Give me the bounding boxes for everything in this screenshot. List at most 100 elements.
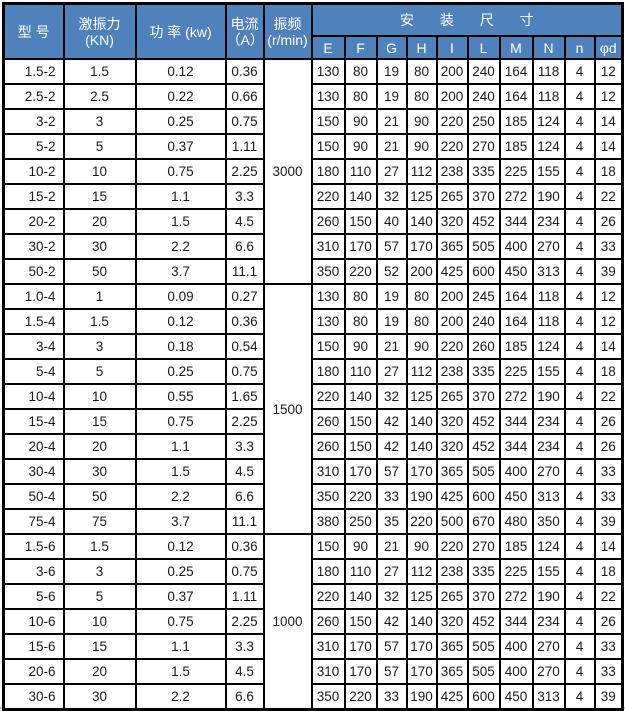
dim-cell: 90 (405, 133, 438, 160)
dim-cell: 42 (375, 608, 408, 635)
dim-cell: 4 (563, 308, 596, 335)
model-cell: 10-6 (2, 608, 65, 635)
spec-row: 2.5-2 2.5 0.22 0.66 130 80 19 80 200 240 164 118 4 12 (2, 83, 624, 110)
dim-cell: 425 (435, 483, 469, 510)
dim-cell: 313 (531, 258, 566, 285)
dim-cell: 130 (310, 308, 346, 335)
dim-cell: 272 (498, 583, 534, 610)
dim-cell: 140 (343, 183, 378, 210)
dim-cell: 150 (343, 408, 378, 435)
current-cell: 2.25 (224, 608, 265, 635)
force-cell: 5 (62, 583, 137, 610)
dim-cell: 270 (466, 533, 501, 560)
dim-cell: 265 (435, 583, 469, 610)
dim-cell: 370 (466, 583, 501, 610)
dim-cell: 350 (310, 258, 346, 285)
dim-cell: 14 (593, 533, 624, 560)
dim-cell: 450 (498, 683, 534, 711)
dim-cell: 12 (593, 83, 624, 110)
dim-cell: 4 (563, 583, 596, 610)
power-cell: 3.7 (134, 508, 227, 535)
power-cell: 0.75 (134, 158, 227, 185)
model-cell: 15-4 (2, 408, 65, 435)
col-header-model: 型 号 (2, 2, 65, 60)
dim-cell: 22 (593, 183, 624, 210)
dim-cell: 4 (563, 658, 596, 685)
dim-cell: 220 (310, 583, 346, 610)
dim-cell: 130 (310, 83, 346, 110)
dim-cell: 22 (593, 583, 624, 610)
dim-cell: 12 (593, 58, 624, 85)
dim-cell: 380 (310, 508, 346, 535)
force-cell: 20 (62, 658, 137, 685)
force-cell: 5 (62, 358, 137, 385)
spec-row: 50-4 50 2.2 6.6 350 220 33 190 425 600 450 313 4 33 (2, 483, 624, 510)
current-cell: 4.5 (224, 658, 265, 685)
dim-cell: 234 (531, 608, 566, 635)
dim-cell: 190 (531, 583, 566, 610)
dim-cell: 240 (466, 58, 501, 85)
force-cell: 1.5 (62, 308, 137, 335)
model-cell: 75-4 (2, 508, 65, 535)
dim-cell: 365 (435, 658, 469, 685)
dim-cell: 400 (498, 458, 534, 485)
dim-cell: 234 (531, 208, 566, 235)
dim-cell: 310 (310, 233, 346, 260)
model-cell: 3-6 (2, 558, 65, 585)
dim-cell: 33 (593, 233, 624, 260)
dim-cell: 600 (466, 683, 501, 711)
dim-cell: 4 (563, 83, 596, 110)
force-cell: 10 (62, 608, 137, 635)
dim-cell: 118 (531, 83, 566, 110)
dim-cell: 26 (593, 608, 624, 635)
dim-cell: 180 (310, 358, 346, 385)
frequency-cell: 1000 (262, 533, 313, 711)
model-cell: 15-6 (2, 633, 65, 660)
dim-cell: 190 (531, 383, 566, 410)
dim-cell: 4 (563, 158, 596, 185)
dim-cell: 110 (343, 558, 378, 585)
dim-cell: 32 (375, 383, 408, 410)
spec-row: 30-4 30 1.5 4.5 310 170 57 170 365 505 400 270 4 33 (2, 458, 624, 485)
dim-cell: 150 (343, 433, 378, 460)
force-cell: 10 (62, 383, 137, 410)
dim-cell: 21 (375, 133, 408, 160)
power-cell: 2.2 (134, 233, 227, 260)
dim-cell: 240 (466, 308, 501, 335)
current-cell: 3.3 (224, 183, 265, 210)
power-cell: 2.2 (134, 483, 227, 510)
dim-cell: 170 (343, 233, 378, 260)
dim-cell: 26 (593, 408, 624, 435)
power-cell: 0.25 (134, 358, 227, 385)
spec-row: 3-4 3 0.18 0.54 150 90 21 90 220 260 185 124 4 14 (2, 333, 624, 360)
dim-cell: 200 (435, 83, 469, 110)
dim-cell: 170 (343, 633, 378, 660)
spec-row: 20-4 20 1.1 3.3 260 150 42 140 320 452 344 234 4 26 (2, 433, 624, 460)
spec-row: 1.5-2 1.5 0.12 0.36 3000 130 80 19 80 200 240 164 11… (2, 58, 624, 285)
current-cell: 0.75 (224, 358, 265, 385)
current-cell: 0.36 (224, 533, 265, 560)
dim-cell: 425 (435, 683, 469, 711)
dim-cell: 4 (563, 408, 596, 435)
dim-cell: 42 (375, 433, 408, 460)
dim-cell: 18 (593, 558, 624, 585)
dim-cell: 33 (593, 633, 624, 660)
dim-cell: 4 (563, 533, 596, 560)
spec-row: 15-6 15 1.1 3.3 310 170 57 170 365 505 400 270 4 33 (2, 633, 624, 660)
power-cell: 0.12 (134, 533, 227, 560)
model-cell: 3-2 (2, 108, 65, 135)
dim-cell: 4 (563, 608, 596, 635)
dim-cell: 18 (593, 358, 624, 385)
col-header-dim-φd: φd (593, 35, 624, 60)
dim-cell: 452 (466, 608, 501, 635)
dim-cell: 313 (531, 483, 566, 510)
col-header-frequency-unit: (r/min) (267, 31, 308, 48)
dim-cell: 4 (563, 333, 596, 360)
dim-cell: 505 (466, 658, 501, 685)
dim-cell: 270 (466, 133, 501, 160)
current-cell: 0.54 (224, 333, 265, 360)
dim-cell: 238 (435, 358, 469, 385)
dim-cell: 270 (531, 233, 566, 260)
current-cell: 11.1 (224, 508, 265, 535)
